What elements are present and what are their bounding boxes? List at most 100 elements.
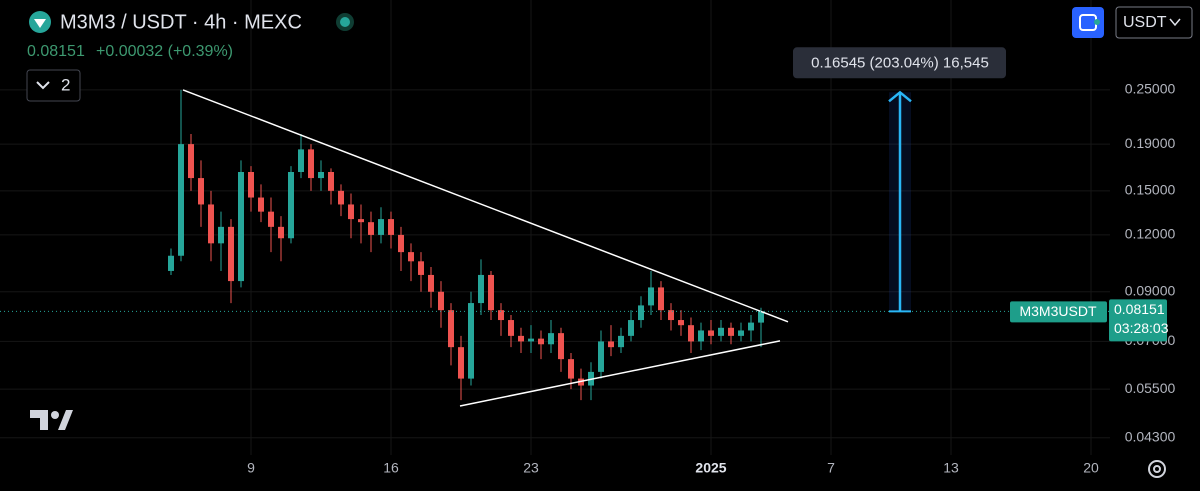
candle-body: [458, 347, 464, 379]
candle-body: [488, 274, 494, 311]
candle-body: [168, 255, 174, 271]
candle-body: [258, 197, 264, 212]
measure-label: 0.16545 (203.04%) 16,545: [811, 54, 989, 71]
x-tick-label: 2025: [695, 460, 726, 476]
candle-body: [218, 226, 224, 244]
candle-body: [548, 333, 554, 345]
candle-body: [758, 311, 764, 323]
candle-body: [268, 211, 274, 227]
candle-body: [738, 330, 744, 336]
candle-body: [498, 310, 504, 321]
settings-gear-core: [1153, 465, 1161, 473]
x-tick-label: 16: [383, 460, 399, 476]
candle-body: [448, 310, 454, 348]
candle-body: [408, 252, 414, 262]
candle-body: [538, 338, 544, 345]
candle-body: [188, 144, 194, 179]
candle-body: [728, 327, 734, 336]
symbol-title: M3M3 / USDT · 4h · MEXC: [60, 11, 302, 33]
measure-arrowhead: [888, 90, 912, 103]
candle-body: [638, 305, 644, 321]
candle-body: [238, 171, 244, 282]
candle-body: [528, 338, 534, 342]
y-tick-label: 0.05500: [1125, 380, 1176, 396]
y-tick-label: 0.04300: [1125, 428, 1176, 444]
sync-button[interactable]: [1072, 7, 1104, 38]
indicator-toggle[interactable]: [26, 69, 81, 102]
grid: 0.250000.190000.150000.120000.090000.070…: [0, 0, 1176, 476]
header-last: 0.08151: [27, 43, 85, 60]
candle-body: [378, 219, 384, 235]
candle-body: [678, 320, 684, 326]
candle-body: [598, 341, 604, 372]
candle-body: [308, 149, 314, 179]
candle-body: [698, 330, 704, 342]
candle-body: [358, 219, 364, 223]
candle-body: [248, 171, 254, 198]
plot: [168, 89, 764, 401]
candle-body: [708, 330, 714, 336]
candle-body: [418, 261, 424, 275]
candle-body: [718, 327, 724, 336]
candle-body: [178, 144, 184, 256]
chevron: [36, 81, 50, 90]
candle-body: [348, 204, 354, 220]
countdown-label: 03:28:03: [1114, 320, 1169, 336]
currency-label: USDT: [1123, 14, 1167, 31]
tv-logo-v: [58, 410, 73, 430]
candle-body: [568, 359, 574, 379]
x-tick-label: 9: [247, 460, 255, 476]
sync-dot: [1094, 19, 1100, 25]
status-dot: [340, 17, 350, 27]
trendline: [182, 89, 789, 323]
candle-body: [648, 287, 654, 306]
header-change: +0.00032 (+0.39%): [96, 43, 233, 60]
candle-body: [688, 325, 694, 342]
candle-body: [428, 274, 434, 292]
candle-body: [608, 341, 614, 348]
candle-body: [318, 171, 324, 179]
logo-gem: [34, 19, 46, 28]
candle-body: [288, 171, 294, 239]
candle-body: [618, 335, 624, 348]
candle-body: [508, 320, 514, 336]
candle-body: [208, 204, 214, 244]
y-tick-label: 0.25000: [1125, 81, 1176, 97]
symbol-label-box: [1010, 301, 1107, 323]
candle-body: [328, 171, 334, 191]
candle-body: [748, 322, 754, 331]
candle-body: [278, 226, 284, 239]
y-tick-label: 0.15000: [1125, 182, 1176, 198]
symbol-label: M3M3USDT: [1019, 303, 1096, 319]
measure-label-box: [793, 47, 1006, 79]
price-label-box: [1109, 299, 1167, 342]
x-tick-label: 23: [523, 460, 539, 476]
trendline: [459, 340, 781, 407]
candle-body: [628, 320, 634, 336]
y-tick-label: 0.12000: [1125, 226, 1176, 242]
y-tick-label: 0.09000: [1125, 282, 1176, 298]
candle-body: [228, 226, 234, 282]
candle-body: [388, 219, 394, 235]
currency-chevron: [1169, 18, 1181, 27]
candle-body: [518, 335, 524, 342]
x-tick-label: 13: [943, 460, 959, 476]
x-tick-label: 20: [1083, 460, 1099, 476]
currency-select[interactable]: [1115, 6, 1193, 39]
settings-gear[interactable]: [1148, 460, 1166, 478]
y-tick-label: 0.19000: [1125, 135, 1176, 151]
price-label: 0.08151: [1114, 301, 1165, 317]
candle-body: [478, 274, 484, 304]
candle-body: [368, 222, 374, 235]
candle-body: [338, 190, 344, 205]
overlay: M3M3USDT 0.08151 03:28:03 0.16545 (203.04%)…: [0, 47, 1169, 407]
candle-body: [658, 287, 664, 311]
candle-body: [468, 303, 474, 379]
tv-logo-t: [30, 410, 48, 430]
candle-body: [668, 310, 674, 321]
candle-body: [398, 234, 404, 253]
tv-logo-dot: [51, 411, 59, 419]
candle-body: [438, 291, 444, 311]
